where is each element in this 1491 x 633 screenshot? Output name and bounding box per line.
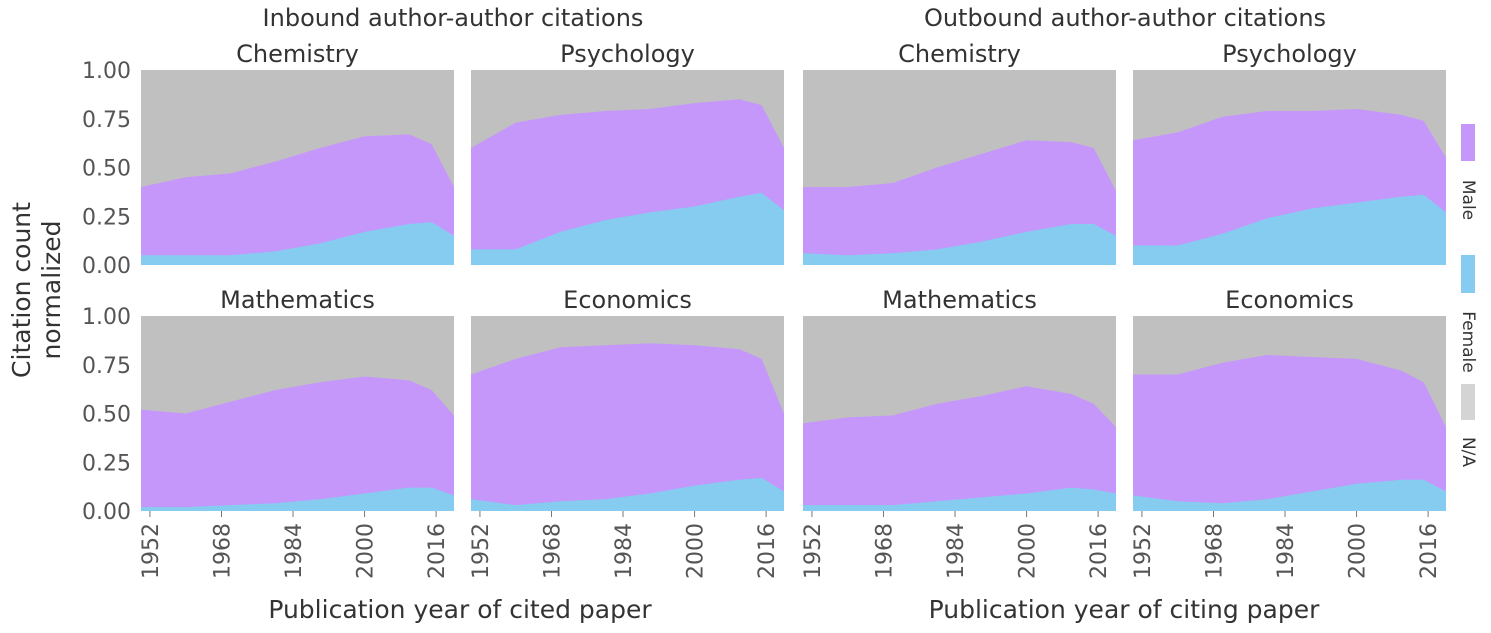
x-tick-inbound-economics-2016: 2016: [755, 523, 780, 579]
x-tick-inbound-mathematics-1968: 1968: [210, 523, 235, 579]
panel-title-inbound-economics: Economics: [563, 286, 692, 314]
legend-swatch-female: [1461, 255, 1475, 293]
panel-title-inbound-psychology: Psychology: [560, 40, 695, 68]
x-tick-outbound-economics-1984: 1984: [1274, 523, 1299, 579]
panel-title-outbound-economics: Economics: [1225, 286, 1354, 314]
x-tick-outbound-economics-2000: 2000: [1346, 523, 1371, 579]
area-female-inbound-economics: [471, 477, 784, 511]
y-tick-inbound-mathematics-0.00: 0.00: [82, 500, 131, 525]
y-tick-inbound-mathematics-0.25: 0.25: [82, 451, 131, 476]
panel-inbound-chemistry: Chemistry 0.00 0.25 0.50 0.75 1.00: [82, 40, 454, 279]
y-tick-inbound-chemistry-0.00: 0.00: [82, 254, 131, 279]
panel-outbound-psychology: Psychology: [1133, 40, 1446, 265]
y-tick-inbound-mathematics-0.50: 0.50: [82, 403, 131, 428]
area-male-outbound-economics: [1133, 355, 1446, 511]
area-female-outbound-psychology: [1133, 194, 1446, 265]
x-tick-outbound-mathematics-2000: 2000: [1016, 523, 1041, 579]
panel-grid: Chemistry 0.00 0.25 0.50 0.75 1.00 Psychology M…: [82, 40, 1446, 579]
legend-swatch-na: [1461, 384, 1475, 420]
legend-label-male: Male: [1458, 180, 1478, 220]
x-tick-outbound-economics-1968: 1968: [1202, 523, 1227, 579]
x-tick-outbound-mathematics-2016: 2016: [1087, 523, 1112, 579]
legend: Male Female N/A: [1458, 124, 1478, 467]
panel-outbound-mathematics: Mathematics 1952 1968 1984 2000 2016: [801, 286, 1116, 579]
area-female-inbound-psychology: [471, 192, 784, 265]
x-tick-inbound-economics-1968: 1968: [540, 523, 565, 579]
x-axis-label-inbound: Publication year of cited paper: [268, 595, 652, 624]
panel-title-inbound-chemistry: Chemistry: [236, 40, 359, 68]
panel-inbound-economics: Economics 1952 1968 1984 2000 2016: [469, 286, 784, 579]
x-tick-outbound-mathematics-1968: 1968: [872, 523, 897, 579]
y-tick-inbound-mathematics-0.75: 0.75: [82, 354, 131, 379]
area-female-inbound-chemistry: [141, 222, 454, 265]
x-tick-inbound-mathematics-1952: 1952: [139, 523, 164, 579]
title-inbound: Inbound author-author citations: [263, 4, 644, 32]
x-tick-outbound-economics-1952: 1952: [1131, 523, 1156, 579]
x-tick-inbound-mathematics-2016: 2016: [425, 523, 450, 579]
area-female-outbound-chemistry: [803, 224, 1116, 265]
x-tick-inbound-mathematics-1984: 1984: [282, 523, 307, 579]
area-male-inbound-economics: [471, 343, 784, 511]
panel-title-inbound-mathematics: Mathematics: [220, 286, 375, 314]
panel-title-outbound-mathematics: Mathematics: [882, 286, 1037, 314]
area-female-outbound-economics: [1133, 479, 1446, 511]
y-tick-inbound-chemistry-0.25: 0.25: [82, 205, 131, 230]
x-tick-outbound-economics-2016: 2016: [1417, 523, 1442, 579]
legend-label-na: N/A: [1458, 437, 1478, 467]
legend-label-female: Female: [1458, 311, 1478, 372]
title-outbound: Outbound author-author citations: [924, 4, 1326, 32]
panel-title-outbound-chemistry: Chemistry: [898, 40, 1021, 68]
x-tick-inbound-mathematics-2000: 2000: [354, 523, 379, 579]
y-axis-label-line1: Citation count: [7, 202, 36, 378]
x-tick-inbound-economics-2000: 2000: [684, 523, 709, 579]
x-tick-inbound-economics-1952: 1952: [469, 523, 494, 579]
panel-inbound-mathematics: Mathematics 0.00 0.25 0.50 0.75 1.00 1952 1968 1…: [82, 286, 454, 579]
x-tick-outbound-mathematics-1984: 1984: [944, 523, 969, 579]
area-female-inbound-mathematics: [141, 487, 454, 511]
legend-swatch-male: [1461, 124, 1475, 161]
x-tick-outbound-mathematics-1952: 1952: [801, 523, 826, 579]
y-tick-inbound-chemistry-0.50: 0.50: [82, 157, 131, 182]
y-tick-inbound-mathematics-1.00: 1.00: [82, 305, 131, 330]
panel-inbound-psychology: Psychology: [471, 40, 784, 265]
y-axis-label-line2: normalized: [37, 221, 66, 360]
y-tick-inbound-chemistry-1.00: 1.00: [82, 59, 131, 84]
panel-outbound-chemistry: Chemistry: [803, 40, 1116, 265]
x-tick-inbound-economics-1984: 1984: [612, 523, 637, 579]
area-male-inbound-mathematics: [141, 376, 454, 511]
panel-title-outbound-psychology: Psychology: [1222, 40, 1357, 68]
panel-outbound-economics: Economics 1952 1968 1984 2000 2016: [1131, 286, 1446, 579]
y-tick-inbound-chemistry-0.75: 0.75: [82, 108, 131, 133]
area-male-outbound-mathematics: [803, 386, 1116, 511]
area-female-outbound-mathematics: [803, 487, 1116, 511]
x-axis-label-outbound: Publication year of citing paper: [929, 595, 1320, 624]
